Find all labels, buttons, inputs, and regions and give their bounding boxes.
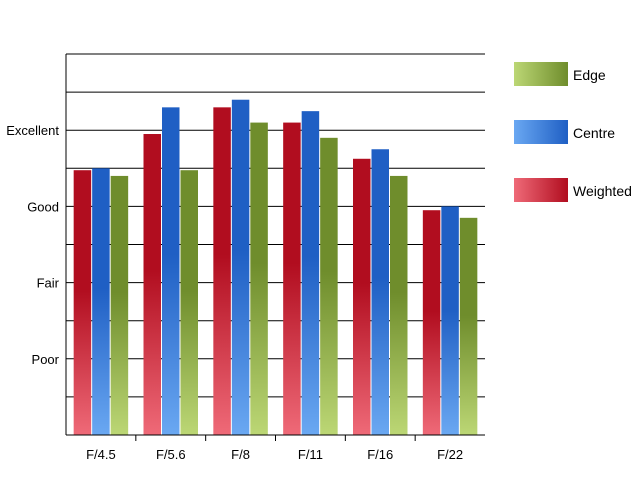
x-tick-label: F/5.6 — [156, 447, 186, 462]
x-tick-label: F/8 — [231, 447, 250, 462]
bar-edge-0 — [110, 175, 129, 436]
legend-label-weighted: Weighted — [573, 183, 632, 199]
x-tick-label: F/4.5 — [86, 447, 116, 462]
bar-centre-5 — [441, 206, 459, 435]
bar-weighted-3 — [283, 122, 301, 435]
legend-label-edge: Edge — [573, 67, 606, 83]
bar-edge-2 — [250, 122, 268, 435]
x-tick-label: F/22 — [437, 447, 463, 462]
bar-edge-5 — [459, 217, 478, 435]
bar-centre-4 — [371, 149, 389, 435]
x-tick-label: F/16 — [367, 447, 393, 462]
bar-edge-1 — [180, 170, 198, 435]
legend-swatch-weighted — [514, 178, 568, 202]
x-tick-label: F/11 — [298, 447, 323, 462]
bar-centre-1 — [162, 107, 180, 435]
legend-label-centre: Centre — [573, 125, 615, 141]
y-tick-label: Good — [27, 199, 59, 214]
bar-centre-2 — [231, 99, 250, 435]
bar-weighted-4 — [353, 158, 371, 435]
bar-centre-0 — [92, 168, 110, 436]
legend-swatch-centre — [514, 120, 568, 144]
bar-edge-3 — [320, 137, 338, 435]
y-tick-label: Fair — [37, 276, 60, 291]
legend-swatch-edge — [514, 62, 568, 86]
bar-centre-3 — [301, 111, 320, 436]
y-tick-label: Excellent — [6, 123, 59, 138]
bar-weighted-2 — [213, 107, 231, 435]
bar-edge-4 — [390, 175, 408, 436]
bar-weighted-0 — [73, 170, 92, 435]
y-tick-label: Poor — [32, 352, 60, 367]
bar-weighted-5 — [422, 210, 441, 435]
bar-weighted-1 — [143, 134, 161, 435]
